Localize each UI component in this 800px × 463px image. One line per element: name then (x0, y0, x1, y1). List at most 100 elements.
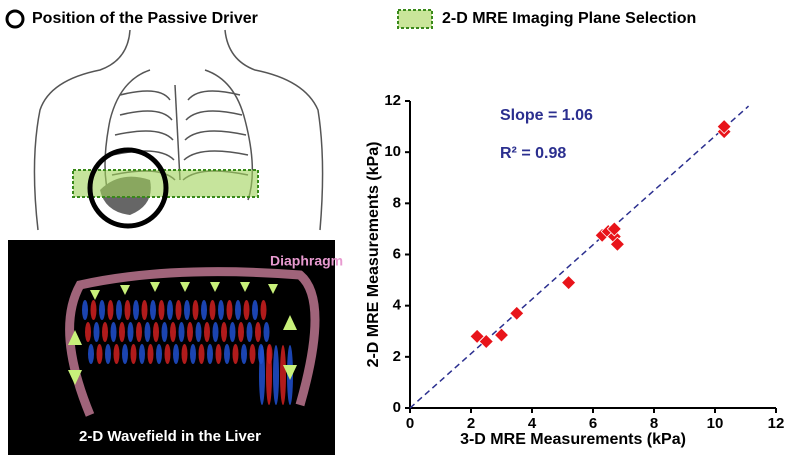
driver-legend-icon (5, 9, 25, 29)
wave-band (246, 322, 253, 342)
data-point (493, 327, 510, 343)
x-tick-label: 8 (650, 415, 658, 432)
data-point (609, 236, 625, 252)
wave-band (99, 300, 105, 320)
wave-band (124, 300, 131, 320)
wave-band (209, 300, 216, 320)
x-tick-label: 4 (528, 415, 537, 432)
wave-band (119, 322, 125, 342)
annotation: Slope = 1.06 (500, 107, 593, 124)
fit-line (409, 105, 750, 409)
wave-band (85, 322, 91, 342)
wave-band (144, 322, 151, 342)
y-tick-label: 8 (393, 194, 401, 211)
wave-band (198, 344, 205, 364)
x-tick-label: 10 (707, 415, 724, 432)
data-point (716, 119, 732, 135)
wave-pattern (82, 300, 293, 405)
y-tick-label: 6 (393, 245, 401, 262)
wave-band (207, 344, 213, 364)
wave-band (255, 322, 261, 342)
wave-band (226, 300, 233, 320)
wave-band (147, 344, 154, 364)
wave-band (96, 344, 103, 364)
scatter-chart: 0 2 4 6 8 10 12 0 2 4 6 8 10 12 3-D MRE Measurements (… (365, 92, 784, 448)
wave-band (235, 300, 241, 320)
x-tick-label: 0 (406, 415, 414, 432)
wave-band (273, 345, 279, 405)
y-tick-label: 12 (384, 92, 401, 109)
wave-band (190, 344, 196, 364)
wave-band (105, 344, 111, 364)
wave-band (215, 344, 222, 364)
wave-band (280, 345, 286, 405)
y-tick-label: 4 (393, 297, 402, 314)
wave-band (110, 322, 117, 342)
diaphragm-outline (65, 267, 320, 417)
wave-band (107, 300, 114, 320)
wave-band (212, 322, 219, 342)
wave-band (184, 300, 190, 320)
x-axis-label: 3-D MRE Measurements (kPa) (460, 431, 686, 448)
wave-band (153, 322, 159, 342)
wave-band (116, 300, 122, 320)
wave-band (266, 345, 272, 405)
wave-band (195, 322, 202, 342)
wave-band (218, 300, 224, 320)
wave-band (249, 344, 256, 364)
legend-text: Position of the Passive Driver (32, 10, 258, 27)
wave-band (102, 322, 108, 342)
wave-band (259, 345, 265, 405)
wave-band (178, 322, 185, 342)
wave-band (88, 344, 94, 364)
wave-band (201, 300, 207, 320)
arrows (68, 282, 297, 385)
wave-band (187, 322, 193, 342)
wave-band (175, 300, 182, 320)
wave-band (122, 344, 128, 364)
wave-band (130, 344, 137, 364)
wave-band (173, 344, 179, 364)
wave-band (260, 300, 267, 320)
y-tick-label: 2 (393, 348, 401, 365)
wave-band (229, 322, 236, 342)
wavefield-label: 2-D Wavefield in the Liver (79, 428, 261, 445)
legend-text: 2-D MRE Imaging Plane Selection (442, 10, 696, 27)
wave-band (241, 344, 247, 364)
x-tick-label: 2 (467, 415, 475, 432)
wave-band (156, 344, 162, 364)
data-point (561, 275, 577, 291)
wave-band (133, 300, 139, 320)
wave-band (243, 300, 250, 320)
wave-band (93, 322, 100, 342)
data-point (478, 333, 494, 350)
wave-band (221, 322, 227, 342)
wave-band (136, 322, 142, 342)
wave-band (82, 300, 88, 320)
wave-band (127, 322, 134, 342)
diaphragm-label: Diaphragm (270, 253, 343, 269)
wave-band (90, 300, 97, 320)
x-tick-label: 12 (768, 415, 785, 432)
wave-band (139, 344, 145, 364)
wave-band (224, 344, 230, 364)
wave-band (232, 344, 239, 364)
y-tick-label: 10 (384, 143, 401, 160)
wave-band (161, 322, 168, 342)
wave-band (192, 300, 199, 320)
wave-band (252, 300, 258, 320)
y-tick-label: 0 (393, 399, 401, 416)
wave-band (164, 344, 171, 364)
wave-band (181, 344, 188, 364)
wave-band (113, 344, 120, 364)
data-point (606, 221, 622, 237)
y-axis-label: 2-D MRE Measurements (kPa) (365, 142, 382, 368)
wave-band (167, 300, 173, 320)
wave-band (158, 300, 165, 320)
wave-band (204, 322, 210, 342)
plane-legend-icon (397, 9, 433, 29)
driver-position (87, 147, 169, 229)
annotation: R² = 0.98 (500, 145, 566, 162)
wave-band (150, 300, 156, 320)
